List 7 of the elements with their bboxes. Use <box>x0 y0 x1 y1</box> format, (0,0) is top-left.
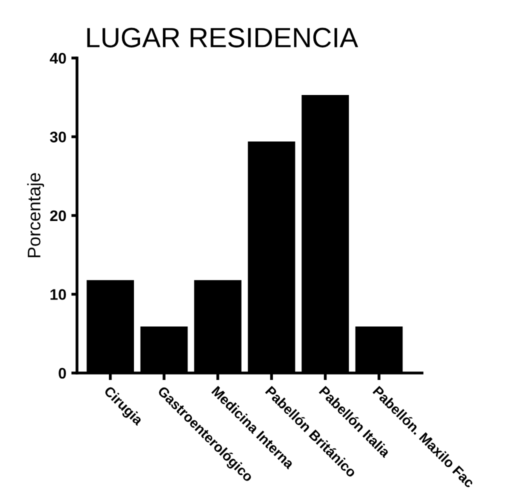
y-tick-label: 10 <box>50 289 66 300</box>
y-tick-label: 40 <box>50 52 66 64</box>
y-tick-label: 20 <box>50 210 66 222</box>
y-tick-label: 0 <box>58 368 66 379</box>
y-axis-title: Porcentaje <box>27 173 44 258</box>
chart-title: LUGAR RESIDENCIA <box>87 28 358 48</box>
y-tick-label: 30 <box>50 132 66 142</box>
